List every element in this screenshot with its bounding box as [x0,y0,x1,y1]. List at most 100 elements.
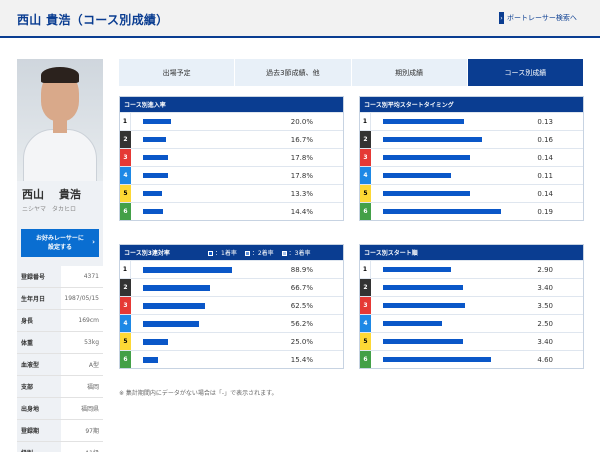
data-row: 1 2.90 [360,260,583,278]
profile-key: 登録期 [17,420,61,441]
bar [383,357,492,362]
data-row: 4 0.11 [360,166,583,184]
lane-number: 2 [360,131,371,148]
profile-row: 生年月日 1987/05/15 [17,288,103,310]
bar-area [371,333,523,350]
profile-value: 4371 [83,273,99,280]
start-order-panel: コース別スタート順 1 2.90 2 3.40 3 3.50 4 2.50 5 3.40 6 4.60 [359,244,584,369]
data-row: 1 20.0% [120,112,343,130]
bar [383,137,483,142]
tab-term[interactable]: 期別成績 [351,59,468,86]
row-value: 16.7% [290,135,313,144]
racer-kana: ニシヤマ タカヒロ [22,206,77,213]
profile-key: 出身地 [17,398,61,419]
profile-value: 97期 [85,428,99,435]
racer-search-link-label: ボートレーサー検索へ [507,14,577,22]
row-value: 17.8% [290,171,313,180]
row-value: 4.60 [537,355,553,364]
profile-table: 登録番号 4371 生年月日 1987/05/15 身長 169cm 体重 53kg 血液型 A型… [17,266,103,452]
data-row: 6 14.4% [120,202,343,220]
bar-segment [199,303,205,309]
lane-number: 6 [360,203,371,220]
favorite-label-1: お好みレーサーに [36,235,84,242]
tab-recent[interactable]: 過去3節成績、他 [235,59,352,86]
favorite-label-2: 設定する [47,244,72,251]
row-value: 2.50 [537,319,553,328]
row-value: 62.5% [290,301,313,310]
tab-schedule[interactable]: 出場予定 [119,59,236,86]
data-row: 2 66.7% [120,278,343,296]
bar [383,191,470,196]
set-favorite-button[interactable]: お好みレーサーに 設定する › [21,229,99,257]
racer-search-link[interactable]: › ボートレーサー検索へ [499,12,577,24]
lane-number: 4 [360,167,371,184]
profile-row: 身長 169cm [17,310,103,332]
bar-area [131,315,283,332]
profile-value: A型 [88,362,99,369]
tab-course[interactable]: コース別成績 [467,59,584,86]
profile-value: 53kg [84,339,99,346]
bar-area [371,113,523,130]
bar-area [371,185,523,202]
profile-key: 支部 [17,376,61,397]
lane-number: 6 [120,351,131,368]
bar [143,119,171,124]
legend-3rd: ：3着率 [281,248,310,257]
entry-rate-panel: コース別進入率 1 20.0% 2 16.7% 3 17.8% 4 17.8% 5 13.3% 6 1… [119,96,344,221]
row-value: 20.0% [290,117,313,126]
row-value: 14.4% [290,207,313,216]
lane-number: 1 [120,261,131,278]
start-order-title: コース別スタート順 [360,245,583,260]
page-header: 西山 貴浩（コース別成績） › ボートレーサー検索へ [0,0,600,38]
data-row: 5 25.0% [120,332,343,350]
profile-row: 体重 53kg [17,332,103,354]
profile-value: A1級 [61,442,103,452]
bar-area [371,261,523,278]
row-value: 3.50 [537,301,553,310]
profile-key: 身長 [17,310,61,331]
bar-area [371,167,523,184]
bar-segment [151,339,168,345]
bar-area [131,333,283,350]
lane-number: 1 [360,261,371,278]
profile-key: 体重 [17,332,61,353]
data-row: 2 3.40 [360,278,583,296]
profile-value: 1987/05/15 [64,295,99,302]
lane-number: 4 [360,315,371,332]
row-value: 13.3% [290,189,313,198]
bar [143,137,167,142]
profile-row: 登録番号 4371 [17,266,103,288]
lane-number: 1 [360,113,371,130]
lane-number: 5 [120,185,131,202]
racer-sidebar: 西山 貴浩 ニシヤマ タカヒロ お好みレーサーに 設定する › 登録番号 4371… [17,59,103,452]
profile-value: 169cm [78,317,99,324]
data-row: 5 0.14 [360,184,583,202]
bar [383,339,463,344]
bar-segment [143,339,151,345]
top3-rate-title: コース別3連対率 [124,250,170,257]
bar [143,191,162,196]
bar [383,303,466,308]
bar-segment [224,267,232,273]
bar-area [131,351,283,368]
bar-area [371,315,523,332]
profile-row: 支部 福岡 [17,376,103,398]
start-timing-title: コース別平均スタートタイミング [360,97,583,112]
lane-number: 5 [360,333,371,350]
row-value: 25.0% [290,337,313,346]
profile-value: 福岡 [86,384,99,391]
bar [383,209,501,214]
bar-segment [149,321,162,327]
profile-row: 血液型 A型 [17,354,103,376]
bar-area [371,351,523,368]
lane-number: 6 [360,351,371,368]
row-value: 0.16 [537,135,553,144]
lane-number: 5 [360,185,371,202]
top3-rate-header: コース別3連対率 ：1着率 ：2着率 ：3着率 [120,245,343,260]
bar [383,321,442,326]
lane-number: 3 [360,149,371,166]
bar-segment [162,321,199,327]
profile-key: 血液型 [17,354,61,375]
row-value: 88.9% [290,265,313,274]
data-row: 3 17.8% [120,148,343,166]
